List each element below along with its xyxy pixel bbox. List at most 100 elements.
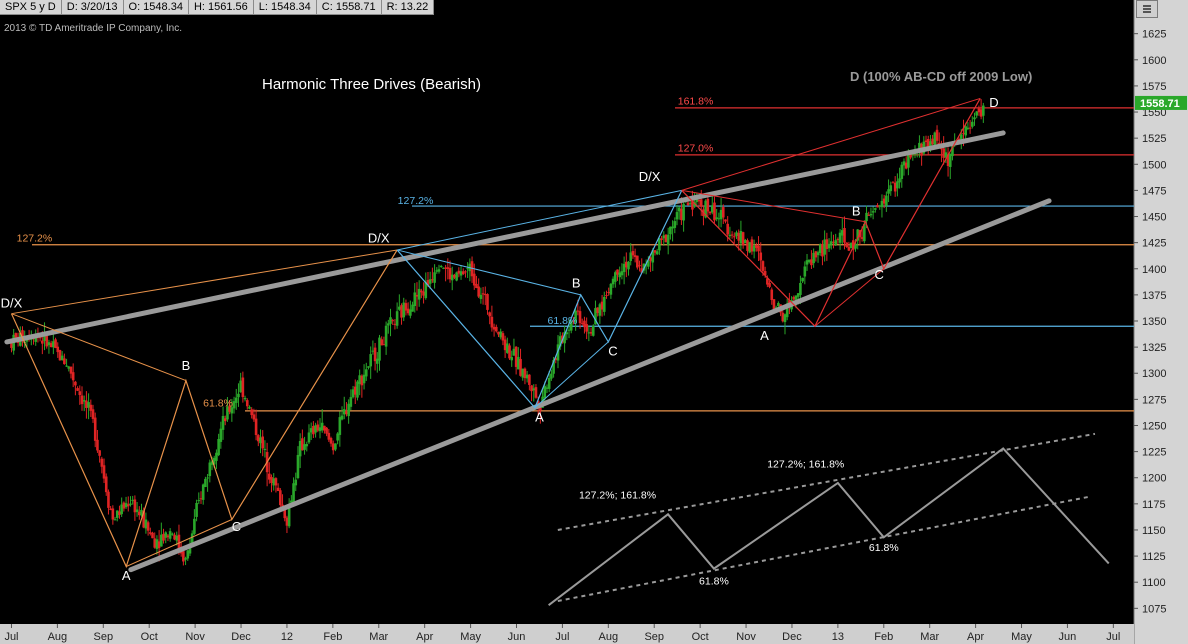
x-tick-label: Dec [231,631,251,643]
candle-body [638,265,641,267]
candle-body [876,205,879,208]
candle-body [109,508,112,510]
candle-body [885,195,888,206]
candle-body [182,551,185,562]
symbol-label[interactable]: SPX 5 y D [0,0,62,14]
candle-body [563,332,566,344]
schematic-label: 127.2%; 161.8% [767,458,844,470]
candle-body [444,267,447,269]
candle-body [384,325,388,347]
x-axis-ticks: Jul Aug Sep Oct Nov Dec 12 Feb Mar Apr May Jun Jul Au… [4,624,1120,643]
candle-body [613,272,617,282]
candle-body [576,310,580,312]
candle-body [243,397,247,400]
candle-body [519,358,522,376]
y-tick-label: 1125 [1142,551,1166,563]
candle-body [554,358,558,360]
candle-body [464,271,467,273]
candle-body [76,388,79,391]
candle-body [195,502,198,517]
candle-body [805,260,809,265]
candle-body [140,509,143,516]
y-tick-label: 1075 [1142,603,1166,615]
candle-body [691,200,694,210]
candle-body [80,395,84,405]
x-tick-label: May [1011,631,1032,643]
candle-body [682,203,685,221]
candle-body [171,533,174,535]
candle-body [506,343,509,353]
candle-body [349,397,353,407]
candle-body [871,211,875,213]
candle-body [186,550,190,559]
pattern-label: D/X [1,295,23,310]
candle-body [234,397,238,403]
candle-body [618,272,622,278]
candle-body [735,232,738,236]
candle-body [274,478,278,486]
candle-body [54,339,57,348]
candle-body [10,341,13,348]
x-tick-label: Jul [1106,631,1120,643]
candle-body [744,239,747,244]
candle-body [951,145,954,157]
candle-body [334,443,337,450]
candle-body [199,498,203,500]
candle-body [331,443,335,451]
candle-body [583,320,586,328]
chart-scroll-handle[interactable] [1136,0,1158,18]
candle-body [43,333,46,341]
candle-body [197,500,201,502]
x-tick-label: Apr [967,631,984,643]
candle-body [184,558,187,560]
candle-body [673,221,677,228]
candle-body [633,255,637,258]
candle-body [565,332,569,335]
candle-body [856,229,860,241]
candle-body [21,330,24,342]
candle-body [660,238,663,240]
candle-body [545,387,549,389]
y-tick-label: 1200 [1142,473,1166,485]
candle-body [708,211,712,214]
candle-body [572,320,575,322]
candle-body [168,531,172,539]
y-tick-label: 1150 [1142,525,1166,537]
y-tick-label: 1525 [1142,133,1166,145]
horizontal-levels [32,107,1134,412]
candle-body [241,377,245,398]
candle-body [594,308,597,325]
candle-body [320,422,324,431]
candle-body [944,152,948,158]
candle-body [600,301,604,310]
candle-body [164,532,168,538]
candle-body [142,510,146,528]
candle-body [607,291,610,293]
candle-body [867,214,871,216]
candle-body [907,151,910,168]
y-tick-label: 1400 [1142,264,1166,276]
candle-body [675,212,679,220]
candle-body [422,291,425,296]
candle-body [719,209,723,220]
candle-body [523,368,527,379]
x-tick-label: Jul [555,631,569,643]
candle-body [340,415,344,420]
candle-body [232,401,236,409]
candle-body [814,251,818,258]
candle-body [746,240,749,251]
candle-body [85,400,88,408]
candle-body [962,132,965,134]
candle-body [417,288,421,300]
candle-body [364,369,368,377]
candle-body [290,500,293,503]
candle-body [89,404,93,411]
candle-body [757,246,760,252]
candle-body [940,148,943,150]
candle-body [598,304,602,316]
candle-body [629,252,633,262]
candle-body [501,333,505,341]
candle-body [750,239,754,252]
